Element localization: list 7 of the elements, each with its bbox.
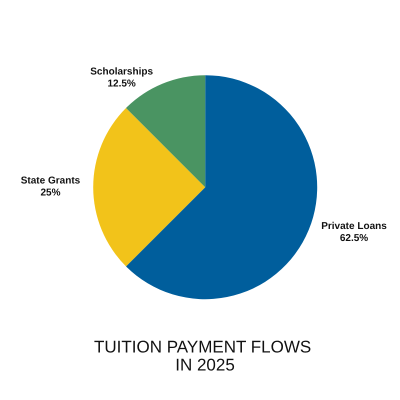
data-label: 25%	[40, 188, 61, 199]
data-label: 12.5%	[107, 78, 136, 90]
text: TUITION PAYMENT FLOWS IN 2025	[94, 338, 316, 374]
data-label: 62.5%	[340, 232, 368, 244]
slice-label: Scholarships	[90, 66, 154, 78]
slice-label: Private Loans	[321, 220, 388, 232]
slice-label: State Grants	[20, 176, 81, 187]
